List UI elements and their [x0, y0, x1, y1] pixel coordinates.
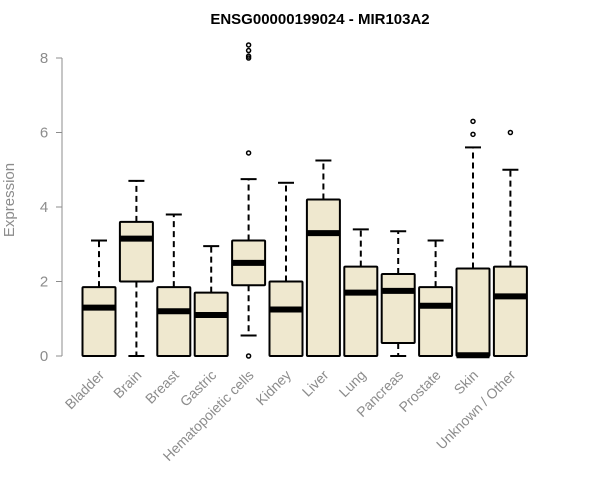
outlier-4-1	[245, 150, 252, 156]
boxes-layer	[81, 42, 528, 359]
box-7	[343, 228, 379, 358]
iqr-box-0	[81, 286, 117, 357]
iqr-box-1	[118, 220, 154, 283]
outlier-4-3	[245, 53, 252, 59]
y-axis-label: Expression	[1, 163, 18, 237]
category-label-0: Bladder	[62, 367, 108, 413]
box-2	[156, 213, 192, 357]
box-6	[305, 159, 341, 357]
box-8	[380, 230, 416, 357]
box-9	[418, 239, 454, 357]
box-1	[118, 179, 154, 357]
y-axis: 0 2 4 6 8	[40, 50, 63, 365]
iqr-box-2	[156, 286, 192, 357]
category-label-7: Lung	[336, 367, 369, 400]
iqr-box-5	[268, 280, 304, 357]
outlier-4-4	[245, 47, 252, 54]
box-4	[231, 42, 267, 359]
y-tick-label-1: 2	[40, 274, 48, 291]
iqr-box-10	[455, 267, 491, 357]
box-3	[193, 245, 229, 357]
category-label-9: Prostate	[396, 367, 444, 415]
category-label-10: Skin	[451, 367, 482, 398]
y-tick-label-4: 8	[40, 50, 48, 67]
box-5	[268, 181, 304, 357]
category-label-1: Brain	[110, 367, 144, 401]
category-label-6: Liver	[299, 367, 332, 400]
chart-title: ENSG00000199024 - MIR103A2	[210, 11, 429, 28]
box-10	[455, 118, 491, 359]
iqr-box-7	[343, 265, 379, 358]
outlier-4-5	[245, 42, 252, 48]
y-tick-label-2: 4	[40, 199, 48, 216]
box-11	[492, 129, 528, 358]
box-0	[81, 239, 117, 357]
outlier-10-1	[470, 118, 476, 125]
iqr-box-6	[305, 198, 341, 357]
iqr-box-9	[418, 286, 454, 357]
outlier-11-0	[507, 129, 514, 136]
category-label-5: Kidney	[253, 367, 295, 409]
category-label-2: Breast	[142, 367, 182, 407]
outlier-10-0	[470, 131, 476, 138]
outlier-4-0	[245, 353, 252, 359]
iqr-box-3	[193, 291, 229, 357]
y-tick-label-0: 0	[40, 348, 48, 365]
iqr-box-11	[492, 265, 528, 358]
y-tick-label-3: 6	[40, 125, 48, 142]
iqr-box-8	[380, 273, 416, 344]
